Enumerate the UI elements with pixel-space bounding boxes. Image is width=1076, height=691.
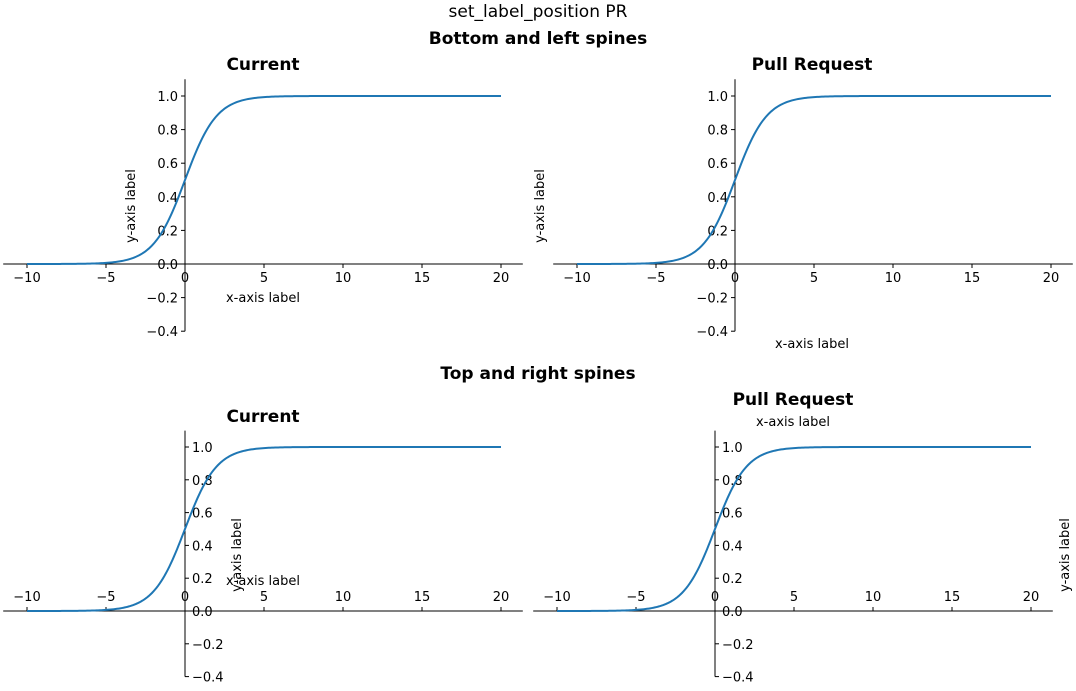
- panel-4-xtick-label: 10: [865, 590, 882, 605]
- panel-4-y-axis-label: y-axis label: [1058, 518, 1073, 592]
- panel-3-xtick-label: 10: [335, 590, 352, 605]
- panel-2-ytick-label: −0.2: [696, 292, 728, 307]
- panel-3-xtick-label: 20: [493, 590, 510, 605]
- panel-3-xtick-label: −10: [13, 590, 40, 605]
- panel-2-xtick-label: 0: [731, 271, 739, 286]
- panel-3-ytick-label: 0.0: [192, 605, 213, 620]
- panel-1-xtick-label: −5: [96, 271, 115, 286]
- panel-1-ytick-label: 0.4: [157, 191, 178, 206]
- panel-3-y-axis-label: y-axis label: [230, 518, 245, 592]
- panel-3-title: Current: [226, 407, 299, 427]
- panel-2-xtick-label: −5: [646, 271, 665, 286]
- panel-3-ytick-label: 0.6: [192, 507, 213, 522]
- panel-4-x-axis-label: x-axis label: [756, 415, 830, 430]
- panel-1-ytick-label: 0.6: [157, 157, 178, 172]
- panel-2-series-line: [577, 95, 1051, 265]
- row-title-bottom: Top and right spines: [440, 364, 636, 384]
- panel-1-xtick-label: −10: [13, 271, 40, 286]
- panel-2-xtick-label: 10: [885, 271, 902, 286]
- panel-2-ytick-label: 0.8: [707, 124, 728, 139]
- panel-1-ytick-label: −0.4: [146, 325, 178, 340]
- panel-1-ytick-label: 0.2: [157, 224, 178, 239]
- panel-4-xtick-label: 0: [711, 590, 719, 605]
- panel-2-xtick-label: −10: [563, 271, 590, 286]
- panel-4-xtick-label: 5: [790, 590, 798, 605]
- panel-3-ytick-label: 0.4: [192, 539, 213, 554]
- panel-2-ytick-label: 0.4: [707, 191, 728, 206]
- panel-3-ytick-label: 0.2: [192, 572, 213, 587]
- panel-1-ytick-label: 1.0: [157, 90, 178, 105]
- panel-2-title: Pull Request: [752, 55, 873, 75]
- panel-1-ytick-label: 0.8: [157, 124, 178, 139]
- panel-1-ytick-label: −0.2: [146, 292, 178, 307]
- panel-4-series-line: [557, 446, 1031, 612]
- panel-3-xtick-label: 5: [260, 590, 268, 605]
- panel-3-xtick-label: 0: [181, 590, 189, 605]
- panel-1-xtick-label: 10: [335, 271, 352, 286]
- figure-suptitle: set_label_position PR: [448, 2, 628, 22]
- panel-1-xtick-label: 5: [260, 271, 268, 286]
- panel-2-ytick-label: 0.0: [707, 258, 728, 273]
- panel-1-title: Current: [226, 55, 299, 75]
- panel-3-xtick-label: −5: [96, 590, 115, 605]
- panel-2-x-axis-label: x-axis label: [775, 337, 849, 352]
- panel-3-ytick-label: 1.0: [192, 441, 213, 456]
- panel-3-x-axis-label: x-axis label: [226, 574, 300, 589]
- panel-1-series-line: [27, 95, 501, 265]
- panel-2-ytick-label: 0.2: [707, 224, 728, 239]
- row-title-top: Bottom and left spines: [428, 29, 648, 49]
- panel-4-xtick-label: −10: [543, 590, 570, 605]
- panel-4-ytick-label: 1.0: [722, 441, 743, 456]
- panel-2-xtick-label: 5: [810, 271, 818, 286]
- panel-4-ytick-label: −0.2: [722, 638, 754, 653]
- panel-4-ytick-label: 0.4: [722, 539, 743, 554]
- panel-1-xtick-label: 0: [181, 271, 189, 286]
- panel-4-ytick-label: 0.6: [722, 507, 743, 522]
- panel-4-ytick-label: 0.0: [722, 605, 743, 620]
- panel-2-ytick-label: 1.0: [707, 90, 728, 105]
- panel-1-xtick-label: 15: [414, 271, 431, 286]
- panel-2-ytick-label: 0.6: [707, 157, 728, 172]
- panel-3-xtick-label: 15: [414, 590, 431, 605]
- panel-4-title: Pull Request: [733, 390, 854, 410]
- panel-4-xtick-label: 20: [1023, 590, 1040, 605]
- panel-3-series-line: [27, 446, 501, 612]
- panel-1-y-axis-label: y-axis label: [124, 169, 139, 243]
- panel-4-xtick-label: −5: [626, 590, 645, 605]
- panel-4-xtick-label: 15: [944, 590, 961, 605]
- panel-1-ytick-label: 0.0: [157, 258, 178, 273]
- panel-3-ytick-label: −0.4: [192, 671, 224, 686]
- panel-4-ytick-label: 0.2: [722, 572, 743, 587]
- panel-4-ytick-label: −0.4: [722, 671, 754, 686]
- panel-3-ytick-label: −0.2: [192, 638, 224, 653]
- panel-1-xtick-label: 20: [493, 271, 510, 286]
- panel-2-xtick-label: 15: [964, 271, 981, 286]
- panel-2-y-axis-label: y-axis label: [533, 169, 548, 243]
- panel-2-ytick-label: −0.4: [696, 325, 728, 340]
- panel-1-x-axis-label: x-axis label: [226, 291, 300, 306]
- panel-2-xtick-label: 20: [1043, 271, 1060, 286]
